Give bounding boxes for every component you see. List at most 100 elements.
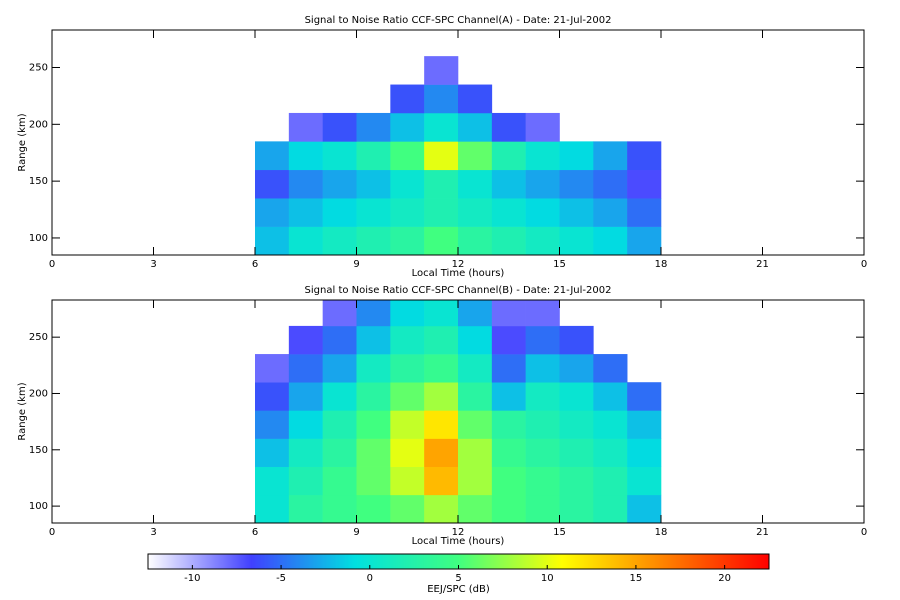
heatmap-cell	[491, 169, 526, 199]
heatmap-cell	[525, 438, 560, 467]
y-tick-label: 200	[29, 119, 48, 130]
heatmap-cell	[288, 226, 323, 256]
heatmap-cell	[288, 438, 323, 467]
heatmap-cell	[491, 300, 526, 327]
colorbar-tick-label: 15	[630, 573, 643, 584]
colorbar-tick-label: -5	[276, 573, 286, 584]
heatmap-cell	[491, 198, 526, 227]
heatmap-cell	[255, 141, 290, 171]
heatmap-cell	[390, 382, 425, 411]
heatmap-cell	[559, 438, 594, 467]
heatmap-cell	[491, 410, 526, 439]
heatmap-cell	[627, 382, 662, 411]
heatmap-cell	[356, 169, 391, 199]
heatmap-cell	[458, 410, 493, 439]
heatmap-cell	[458, 466, 493, 496]
heatmap-cell	[356, 354, 391, 383]
heatmap-cell	[593, 226, 628, 256]
heatmap-cell	[390, 198, 425, 227]
y-tick-label: 200	[29, 388, 48, 399]
heatmap-cell	[559, 466, 594, 496]
heatmap-cell	[424, 112, 459, 142]
heatmap-cell	[390, 494, 425, 524]
heatmap-cell	[559, 325, 594, 355]
heatmap-cell	[390, 325, 425, 355]
x-tick-label: 9	[353, 259, 359, 270]
heatmap-cell	[593, 438, 628, 467]
heatmap-cell	[288, 141, 323, 171]
heatmap-cell	[458, 169, 493, 199]
heatmap-cell	[322, 382, 357, 411]
heatmap-cell	[491, 141, 526, 171]
colorbar-tick-label: 5	[455, 573, 461, 584]
heatmap-cell	[356, 300, 391, 327]
heatmap-cell	[458, 325, 493, 355]
heatmap-cell	[593, 382, 628, 411]
heatmap-cell	[356, 198, 391, 227]
heatmap-cell	[288, 466, 323, 496]
heatmap-cell	[390, 466, 425, 496]
heatmap-cell	[525, 410, 560, 439]
heatmap-cell	[491, 382, 526, 411]
heatmap-cell	[458, 494, 493, 524]
heatmap-cell	[593, 494, 628, 524]
y-axis-label: Range (km)	[17, 382, 28, 440]
x-axis-label: Local Time (hours)	[412, 536, 505, 547]
heatmap-cell	[255, 198, 290, 227]
heatmap-cell	[525, 382, 560, 411]
x-tick-label: 0	[49, 527, 55, 538]
heatmap-cell	[458, 382, 493, 411]
heatmap-cell	[491, 354, 526, 383]
x-tick-label: 3	[150, 259, 156, 270]
heatmap-cell	[356, 494, 391, 524]
x-tick-label: 6	[252, 527, 258, 538]
heatmap-cell	[424, 354, 459, 383]
y-tick-label: 250	[29, 332, 48, 343]
heatmap-cell	[255, 169, 290, 199]
heatmap-cell	[627, 226, 662, 256]
heatmap-cell	[491, 112, 526, 142]
heatmap-cell	[491, 226, 526, 256]
heatmap-cell	[288, 410, 323, 439]
heatmap-cell	[288, 325, 323, 355]
heatmap-cell	[390, 410, 425, 439]
heatmap-cell	[288, 494, 323, 524]
x-tick-label: 21	[756, 259, 769, 270]
heatmap-cell	[322, 169, 357, 199]
heatmap-cell	[559, 382, 594, 411]
heatmap-cell	[424, 141, 459, 171]
heatmap-cell	[525, 494, 560, 524]
heatmap-cell	[458, 112, 493, 142]
x-tick-label: 15	[553, 527, 566, 538]
x-tick-label: 18	[655, 527, 668, 538]
heatmap-cell	[356, 382, 391, 411]
heatmap-cell	[525, 466, 560, 496]
heatmap-cell	[424, 410, 459, 439]
heatmap-cell	[288, 112, 323, 142]
heatmap-cell	[322, 354, 357, 383]
heatmap-cell	[356, 112, 391, 142]
heatmap-cell	[627, 169, 662, 199]
heatmap-cell	[593, 466, 628, 496]
heatmap-cell	[627, 198, 662, 227]
heatmap-cell	[390, 226, 425, 256]
heatmap-cell	[390, 438, 425, 467]
heatmap-cell	[255, 382, 290, 411]
heatmap-cell	[322, 300, 357, 327]
heatmap-cell	[458, 226, 493, 256]
heatmap-cell	[390, 84, 425, 114]
heatmap-cell	[491, 466, 526, 496]
heatmap-cell	[322, 466, 357, 496]
heatmap-cell	[255, 410, 290, 439]
heatmap-cell	[424, 300, 459, 327]
heatmap-cell	[525, 300, 560, 327]
colorbar-tick-label: 20	[718, 573, 731, 584]
heatmap-cell	[458, 141, 493, 171]
heatmap-cell	[593, 169, 628, 199]
x-axis-label: Local Time (hours)	[412, 268, 505, 279]
heatmap-cell	[424, 56, 459, 85]
x-tick-label: 3	[150, 527, 156, 538]
x-tick-label: 0	[49, 259, 55, 270]
heatmap-cell	[390, 169, 425, 199]
